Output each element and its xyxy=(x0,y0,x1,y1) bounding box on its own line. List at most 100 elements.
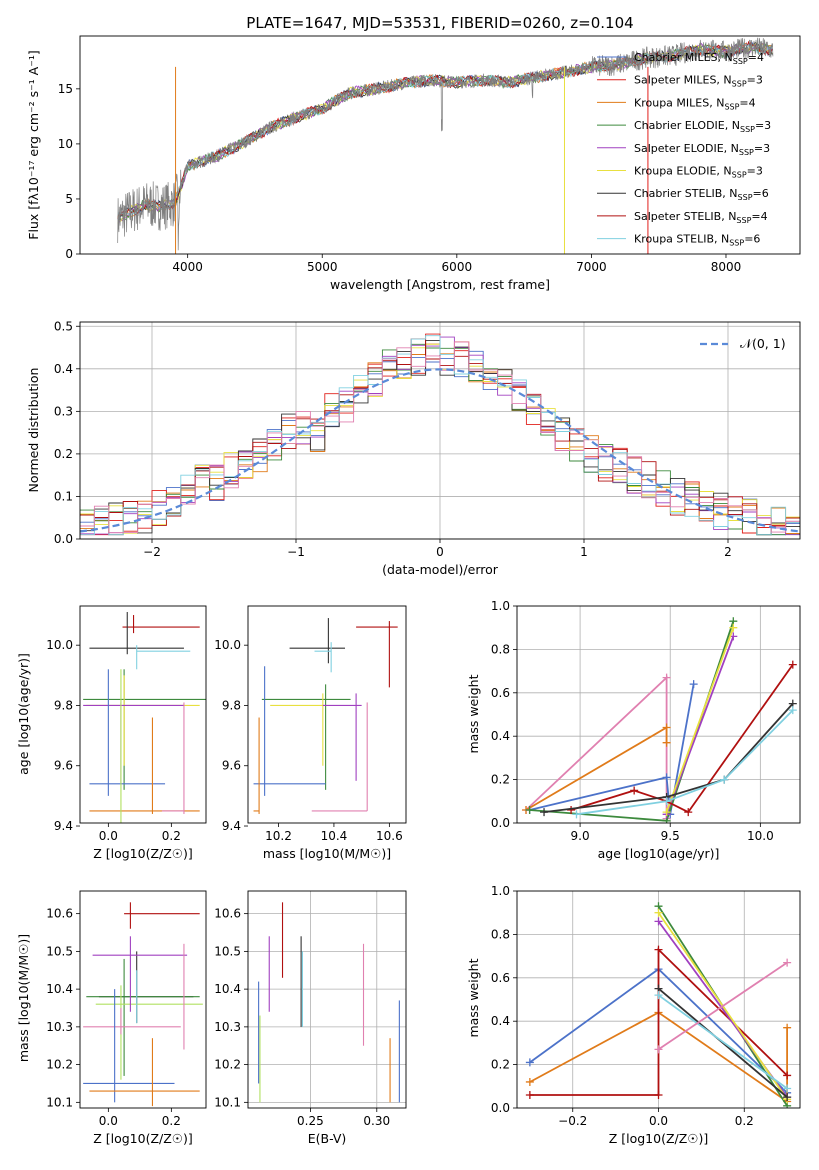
mass-weight-marker xyxy=(684,808,693,817)
grid xyxy=(248,891,406,1108)
y-tick-label: 0.8 xyxy=(491,642,510,656)
mass-weight-marker xyxy=(662,773,671,782)
y-tick-label: 9.6 xyxy=(54,759,73,773)
x-tick-label: 5000 xyxy=(307,260,338,274)
mass-weight-marker xyxy=(783,1023,792,1032)
x-tick-label: −2 xyxy=(143,545,161,559)
mass-weight-marker xyxy=(525,1058,534,1067)
mass-weight-marker xyxy=(788,706,797,715)
x-axis-label: Z [log10(Z/Z☉)] xyxy=(93,846,193,861)
y-tick-label: 10.0 xyxy=(46,638,73,652)
legend-entry: Kroupa STELIB, NSSP=6 xyxy=(634,233,760,248)
y-tick-label: 0 xyxy=(65,247,73,261)
x-tick-label: 10.6 xyxy=(376,829,403,843)
legend-entry: Chabrier ELODIE, NSSP=3 xyxy=(634,119,771,134)
mass-weight-marker xyxy=(630,786,639,795)
y-tick-label: 10.4 xyxy=(46,982,73,996)
x-tick-label: 9.5 xyxy=(661,829,680,843)
mass-weight-marker xyxy=(572,810,581,819)
axes-frame xyxy=(79,890,207,1109)
y-axis-label: Normed distribution xyxy=(26,368,41,493)
x-tick-label: 0.0 xyxy=(649,1114,668,1128)
legend-entry: Kroupa MILES, NSSP=4 xyxy=(634,96,756,111)
x-axis-label: Z [log10(Z/Z☉)] xyxy=(93,1131,193,1146)
panel-massweight-Z: −0.2 0.0 0.2 0.0 0.2 0.4 0.6 0.8 1.0 Z [log10(Z/Z… xyxy=(491,884,801,1146)
y-axis-label: mass weight xyxy=(466,674,481,753)
plot-area xyxy=(83,902,203,1107)
x-tick-label: 8000 xyxy=(711,260,742,274)
axes-frame xyxy=(516,890,801,1109)
y-tick-label: 15 xyxy=(58,82,73,96)
y-tick-label: 10.1 xyxy=(46,1095,73,1109)
normal-curve xyxy=(80,368,800,533)
mass-weight-marker xyxy=(783,1093,792,1102)
mass-weight-marker xyxy=(788,660,797,669)
y-tick-label: 1.0 xyxy=(491,599,510,613)
y-axis-label: age [log10(age/yr)] xyxy=(16,653,31,775)
y-tick-label: 0.3 xyxy=(54,404,73,418)
x-tick-label: 1 xyxy=(580,545,588,559)
y-tick-label: 0.0 xyxy=(54,532,73,546)
y-tick-label: 0.4 xyxy=(491,1014,510,1028)
axes-frame xyxy=(247,890,407,1109)
y-tick-label: 10.5 xyxy=(46,944,73,958)
y-tick-label: 10.1 xyxy=(214,1095,241,1109)
mass-weight-line xyxy=(529,947,788,1096)
mass-weight-line xyxy=(657,961,788,1051)
residual-histogram xyxy=(80,335,800,536)
mass-weight-marker xyxy=(525,1077,534,1086)
x-axis-label: (data-model)/error xyxy=(382,562,499,577)
legend-entry: Salpeter MILES, NSSP=3 xyxy=(634,74,763,89)
mass-weight-marker xyxy=(662,738,671,747)
y-tick-label: 0.2 xyxy=(54,447,73,461)
panel-age-Z: 0.0 0.2 9.4 9.6 9.8 10.0 Z [log10(Z/Z☉)] xyxy=(46,605,207,861)
axes-frame xyxy=(247,605,407,824)
mass-weight-marker xyxy=(525,805,534,814)
x-tick-label: 10.0 xyxy=(747,829,774,843)
x-tick-label: 0.2 xyxy=(162,1114,181,1128)
mass-weight-marker xyxy=(654,917,663,926)
plot-area xyxy=(253,618,398,814)
y-axis-label: mass weight xyxy=(466,958,481,1037)
x-axis-label: wavelength [Angstrom, rest frame] xyxy=(330,277,550,292)
panel-residuals: −2 −1 0 1 2 0.0 0.1 0.2 0.3 0.4 0.5 (data-model)/er… xyxy=(54,319,801,577)
mass-weight-marker xyxy=(662,808,671,817)
x-tick-label: 0.0 xyxy=(99,829,118,843)
y-tick-label: 0.4 xyxy=(491,729,510,743)
mass-weight-marker xyxy=(720,775,729,784)
x-tick-label: −0.2 xyxy=(558,1114,587,1128)
x-tick-label: 0.25 xyxy=(297,1114,324,1128)
mass-weight-marker xyxy=(662,797,671,806)
mass-weight-marker xyxy=(662,673,671,682)
mass-weight-line xyxy=(657,994,788,1090)
y-tick-label: 9.4 xyxy=(222,819,241,833)
x-tick-label: 10.4 xyxy=(321,829,348,843)
x-tick-label: 0.0 xyxy=(99,1114,118,1128)
mass-weight-marker xyxy=(783,1071,792,1080)
plot-area xyxy=(117,37,774,254)
y-tick-label: 9.6 xyxy=(222,759,241,773)
mass-weight-marker xyxy=(540,808,549,817)
legend-entry: 𝒩(0, 1) xyxy=(740,336,786,351)
x-axis-label: mass [log10(M/M☉)] xyxy=(263,846,391,861)
mass-weight-line xyxy=(665,627,735,813)
x-tick-label: 0 xyxy=(436,545,444,559)
y-tick-label: 10.6 xyxy=(214,907,241,921)
mass-weight-marker xyxy=(662,723,671,732)
mass-weight-line xyxy=(529,1011,788,1104)
mass-weight-marker xyxy=(654,945,663,954)
x-tick-label: 6000 xyxy=(442,260,473,274)
plot-area xyxy=(80,322,800,539)
x-tick-label: 7000 xyxy=(576,260,607,274)
mass-weight-marker xyxy=(525,1090,534,1099)
plot-area xyxy=(517,606,800,823)
y-tick-label: 0.0 xyxy=(491,816,510,830)
y-axis-label: mass [log10(M/M☉)] xyxy=(16,934,31,1062)
y-tick-label: 9.4 xyxy=(54,819,73,833)
panel-massweight-age: 9.0 9.5 10.0 0.0 0.2 0.4 0.6 0.8 1.0 age [log10(a… xyxy=(491,599,801,861)
axes-frame xyxy=(79,35,801,255)
mass-weight-marker xyxy=(654,1090,663,1099)
y-tick-label: 10.3 xyxy=(214,1020,241,1034)
x-tick-label: −1 xyxy=(287,545,305,559)
plot-area xyxy=(517,891,800,1108)
